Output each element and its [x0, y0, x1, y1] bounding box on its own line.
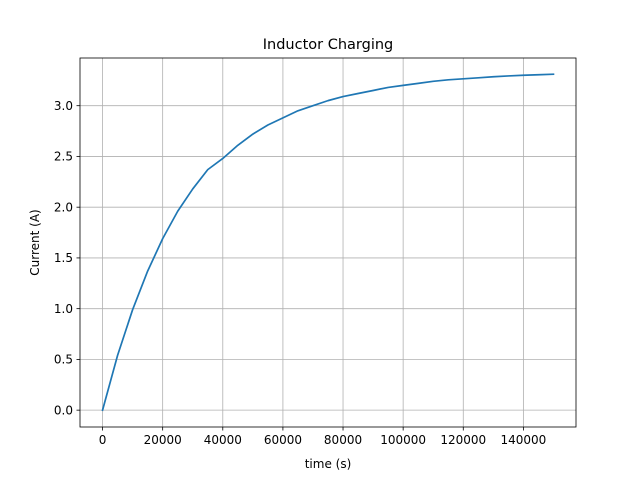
y-axis-ticks: 0.0 0.5 1.0 1.5 2.0 2.5 3.0	[54, 99, 80, 417]
chart-title: Inductor Charging	[263, 37, 394, 53]
y-tick-label: 2.5	[54, 150, 73, 164]
x-tick-label: 0	[99, 433, 107, 447]
y-tick-label: 0.0	[54, 403, 73, 417]
x-tick-label: 140000	[500, 433, 546, 447]
y-axis-title: Current (A)	[28, 209, 42, 275]
plot-line-group	[101, 73, 555, 412]
plot-area-frame	[79, 57, 577, 428]
y-tick-label: 1.5	[54, 251, 73, 265]
y-tick-label: 1.0	[54, 302, 73, 316]
series-line	[101, 73, 555, 412]
x-tick-label: 100000	[380, 433, 426, 447]
grid	[80, 58, 576, 427]
x-tick-label: 40000	[204, 433, 242, 447]
x-tick-label: 80000	[324, 433, 362, 447]
x-tick-label: 60000	[264, 433, 302, 447]
x-axis-ticks: 0 20000 40000 60000 80000 100000 120000 140000	[99, 427, 546, 447]
y-tick-label: 0.5	[54, 353, 73, 367]
x-axis-title: time (s)	[305, 457, 352, 471]
y-tick-label: 2.0	[54, 200, 73, 214]
x-tick-label: 120000	[440, 433, 486, 447]
x-tick-label: 20000	[144, 433, 182, 447]
y-tick-label: 3.0	[54, 99, 73, 113]
